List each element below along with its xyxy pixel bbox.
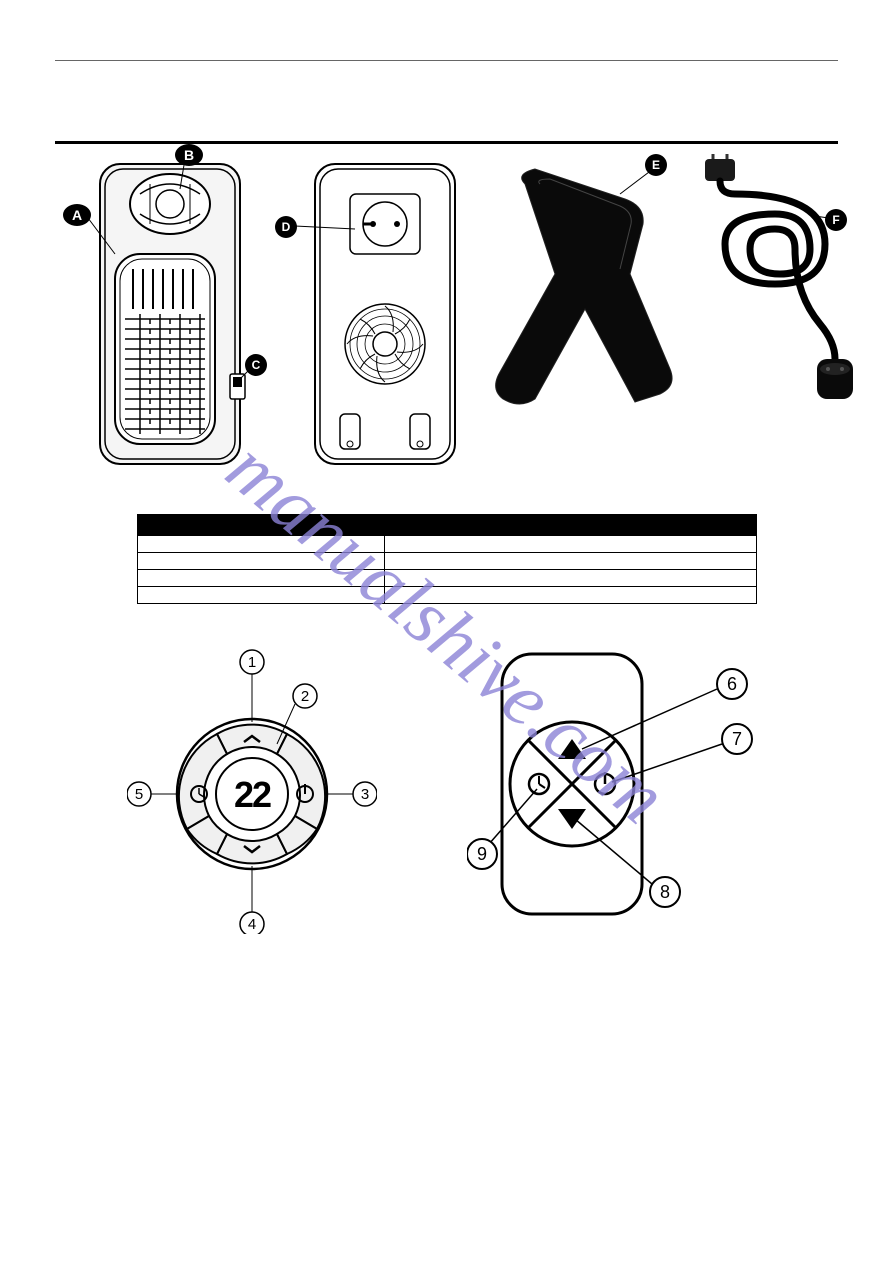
table-cell	[137, 570, 385, 587]
stand-diagram: E	[485, 154, 685, 414]
table-cell	[385, 536, 756, 553]
heater-back-svg	[275, 154, 475, 484]
heater-back-diagram: D	[275, 154, 475, 484]
power-cord-diagram: F	[695, 154, 855, 414]
thick-divider	[55, 141, 838, 144]
svg-text:1: 1	[247, 654, 255, 671]
top-divider	[55, 60, 838, 61]
table-cell	[385, 570, 756, 587]
label-badge-d: D	[275, 216, 297, 238]
table-row	[137, 536, 756, 553]
svg-text:2: 2	[300, 688, 308, 705]
table-cell	[385, 553, 756, 570]
svg-text:7: 7	[731, 729, 741, 749]
label-badge-b: B	[175, 144, 203, 166]
table-cell	[137, 587, 385, 604]
remote-svg: 6 7 8 9	[467, 644, 767, 934]
controls-illustration-row: 22 1	[55, 644, 838, 934]
table-row	[137, 587, 756, 604]
specifications-table	[137, 514, 757, 604]
display-value-text: 22	[233, 774, 270, 815]
table-cell	[137, 536, 385, 553]
control-dial-svg: 22 1	[127, 644, 377, 934]
label-badge-e: E	[645, 154, 667, 176]
table-header	[137, 515, 756, 536]
table-row	[137, 570, 756, 587]
svg-text:3: 3	[360, 786, 368, 803]
table-cell	[137, 553, 385, 570]
heater-front-svg	[55, 154, 265, 484]
svg-text:8: 8	[659, 882, 669, 902]
remote-diagram: 6 7 8 9	[467, 644, 767, 934]
label-badge-c: C	[245, 354, 267, 376]
svg-text:6: 6	[726, 674, 736, 694]
control-dial-diagram: 22 1	[127, 644, 377, 934]
power-cord-svg	[695, 154, 855, 414]
label-badge-a: A	[63, 204, 91, 226]
svg-text:9: 9	[476, 844, 486, 864]
stand-svg	[485, 154, 685, 414]
svg-text:4: 4	[247, 916, 255, 933]
parts-illustration-row: A B C	[55, 154, 838, 484]
table-cell	[385, 587, 756, 604]
svg-text:5: 5	[134, 786, 142, 803]
heater-front-diagram: A B C	[55, 154, 265, 484]
label-badge-f: F	[825, 209, 847, 231]
table-row	[137, 553, 756, 570]
